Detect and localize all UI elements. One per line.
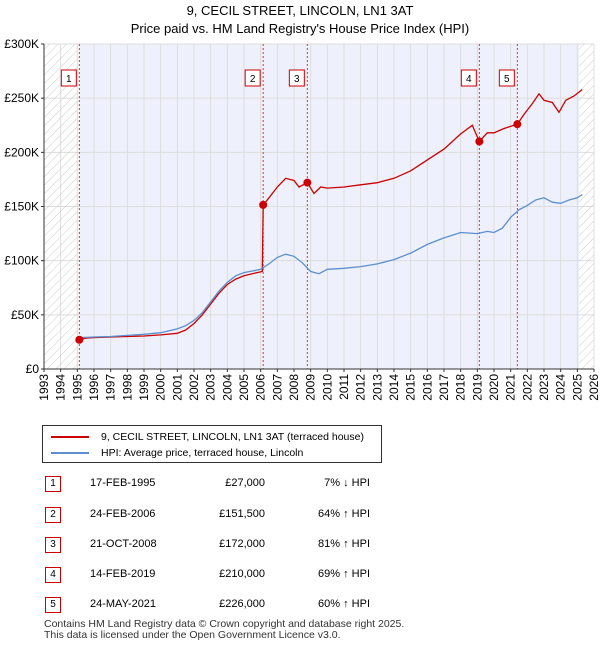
y-tick-label: £100K bbox=[4, 254, 39, 268]
legend-swatch-property bbox=[51, 436, 89, 438]
x-tick-label: 1998 bbox=[120, 374, 134, 401]
x-tick-label: 2012 bbox=[354, 374, 368, 401]
sale-marker-label: 1 bbox=[66, 74, 72, 85]
y-tick-label: £200K bbox=[4, 145, 39, 159]
sale-price: £226,000 bbox=[219, 598, 265, 610]
hatched-region-before bbox=[44, 44, 78, 369]
legend-label-property: 9, CECIL STREET, LINCOLN, LN1 3AT (terra… bbox=[101, 431, 364, 443]
sale-row: 4 14-FEB-2019 £210,000 69% ↑ HPI bbox=[0, 567, 600, 587]
legend-swatch-hpi bbox=[51, 452, 89, 454]
x-tick-label: 1993 bbox=[37, 374, 51, 401]
x-tick-label: 1997 bbox=[104, 374, 118, 401]
sale-point bbox=[303, 178, 312, 187]
x-tick-label: 2024 bbox=[554, 374, 568, 401]
sale-hpi-change: 7% ↓ HPI bbox=[324, 477, 370, 489]
sale-price: £210,000 bbox=[219, 568, 265, 580]
chart-title: 9, CECIL STREET, LINCOLN, LN1 3AT bbox=[186, 3, 414, 18]
x-tick-label: 2005 bbox=[237, 374, 251, 401]
x-tick-label: 1996 bbox=[87, 374, 101, 401]
chart-legend: 9, CECIL STREET, LINCOLN, LN1 3AT (terra… bbox=[42, 425, 382, 463]
sale-marker-label: 5 bbox=[504, 74, 510, 85]
x-tick-label: 2003 bbox=[204, 374, 218, 401]
sale-number-badge: 4 bbox=[45, 567, 61, 583]
sale-date: 21-OCT-2008 bbox=[90, 538, 157, 550]
sale-marker-label: 4 bbox=[466, 74, 472, 85]
sale-row: 1 17-FEB-1995 £27,000 7% ↓ HPI bbox=[0, 476, 600, 496]
footer-license: This data is licensed under the Open Gov… bbox=[44, 629, 341, 641]
footer-copyright: Contains HM Land Registry data © Crown c… bbox=[44, 618, 405, 630]
y-tick-label: £250K bbox=[4, 91, 39, 105]
sale-row: 2 24-FEB-2006 £151,500 64% ↑ HPI bbox=[0, 507, 600, 527]
x-tick-label: 2020 bbox=[487, 374, 501, 401]
x-tick-label: 2017 bbox=[437, 374, 451, 401]
x-tick-label: 2010 bbox=[320, 374, 334, 401]
y-tick-label: £300K bbox=[4, 37, 39, 51]
x-tick-label: 2002 bbox=[187, 374, 201, 401]
x-tick-label: 2004 bbox=[220, 374, 234, 401]
x-tick-label: 2022 bbox=[520, 374, 534, 401]
x-tick-label: 2026 bbox=[587, 374, 600, 401]
sale-date: 24-FEB-2006 bbox=[90, 508, 156, 520]
series-line-property bbox=[79, 88, 583, 341]
x-tick-label: 2016 bbox=[420, 374, 434, 401]
sale-marker-badge bbox=[288, 69, 305, 87]
sale-price: £27,000 bbox=[225, 477, 265, 489]
chart-subtitle: Price paid vs. HM Land Registry's House … bbox=[130, 21, 470, 36]
footer-attribution: Contains HM Land Registry data © Crown c… bbox=[44, 619, 404, 641]
sale-number-badge: 5 bbox=[45, 597, 61, 613]
sale-price: £172,000 bbox=[219, 538, 265, 550]
x-tick-label: 2011 bbox=[337, 374, 351, 400]
y-tick-label: £0 bbox=[26, 362, 40, 376]
sale-number-badge: 3 bbox=[45, 537, 61, 553]
sale-number-badge: 1 bbox=[45, 476, 61, 492]
x-tick-label: 2007 bbox=[270, 374, 284, 401]
sale-point bbox=[259, 200, 268, 209]
chart-title-block: 9, CECIL STREET, LINCOLN, LN1 3AT Price … bbox=[0, 2, 600, 38]
sale-marker-badge bbox=[60, 69, 77, 87]
x-tick-label: 2025 bbox=[570, 374, 584, 401]
sale-hpi-change: 81% ↑ HPI bbox=[318, 538, 370, 550]
sale-point bbox=[513, 120, 522, 129]
x-tick-label: 2014 bbox=[387, 374, 401, 401]
x-tick-label: 2021 bbox=[504, 374, 518, 401]
sale-hpi-change: 69% ↑ HPI bbox=[318, 568, 370, 580]
sale-marker-badge bbox=[498, 69, 515, 87]
x-tick-label: 2023 bbox=[537, 374, 551, 401]
x-tick-label: 1999 bbox=[137, 374, 151, 401]
sale-date: 14-FEB-2019 bbox=[90, 568, 156, 580]
sale-marker-label: 2 bbox=[250, 74, 256, 85]
sale-point bbox=[475, 137, 484, 146]
legend-label-hpi: HPI: Average price, terraced house, Linc… bbox=[101, 447, 304, 459]
series-line-hpi bbox=[79, 194, 583, 339]
y-tick-label: £150K bbox=[4, 200, 39, 214]
x-tick-label: 2006 bbox=[254, 374, 268, 401]
hatched-region-after bbox=[579, 44, 594, 369]
x-tick-label: 2008 bbox=[287, 374, 301, 401]
x-tick-label: 2009 bbox=[304, 374, 318, 401]
y-tick-label: £50K bbox=[11, 308, 39, 322]
x-tick-label: 2013 bbox=[370, 374, 384, 401]
sale-hpi-change: 64% ↑ HPI bbox=[318, 508, 370, 520]
sale-marker-badge bbox=[460, 69, 477, 87]
sale-row: 3 21-OCT-2008 £172,000 81% ↑ HPI bbox=[0, 537, 600, 557]
sale-date: 17-FEB-1995 bbox=[90, 477, 156, 489]
x-tick-label: 1995 bbox=[70, 374, 84, 401]
sale-date: 24-MAY-2021 bbox=[90, 598, 157, 610]
sale-marker-badge bbox=[244, 69, 261, 87]
x-tick-label: 2018 bbox=[454, 374, 468, 401]
sale-hpi-change: 60% ↑ HPI bbox=[318, 598, 370, 610]
sale-point bbox=[75, 335, 84, 344]
x-tick-label: 2015 bbox=[404, 374, 418, 401]
x-tick-label: 2001 bbox=[170, 374, 184, 401]
sale-number-badge: 2 bbox=[45, 507, 61, 523]
sale-price: £151,500 bbox=[219, 508, 265, 520]
sale-row: 5 24-MAY-2021 £226,000 60% ↑ HPI bbox=[0, 597, 600, 617]
x-tick-label: 1994 bbox=[54, 374, 68, 401]
sale-marker-label: 3 bbox=[294, 74, 300, 85]
x-tick-label: 2000 bbox=[154, 374, 168, 401]
x-tick-label: 2019 bbox=[470, 374, 484, 401]
